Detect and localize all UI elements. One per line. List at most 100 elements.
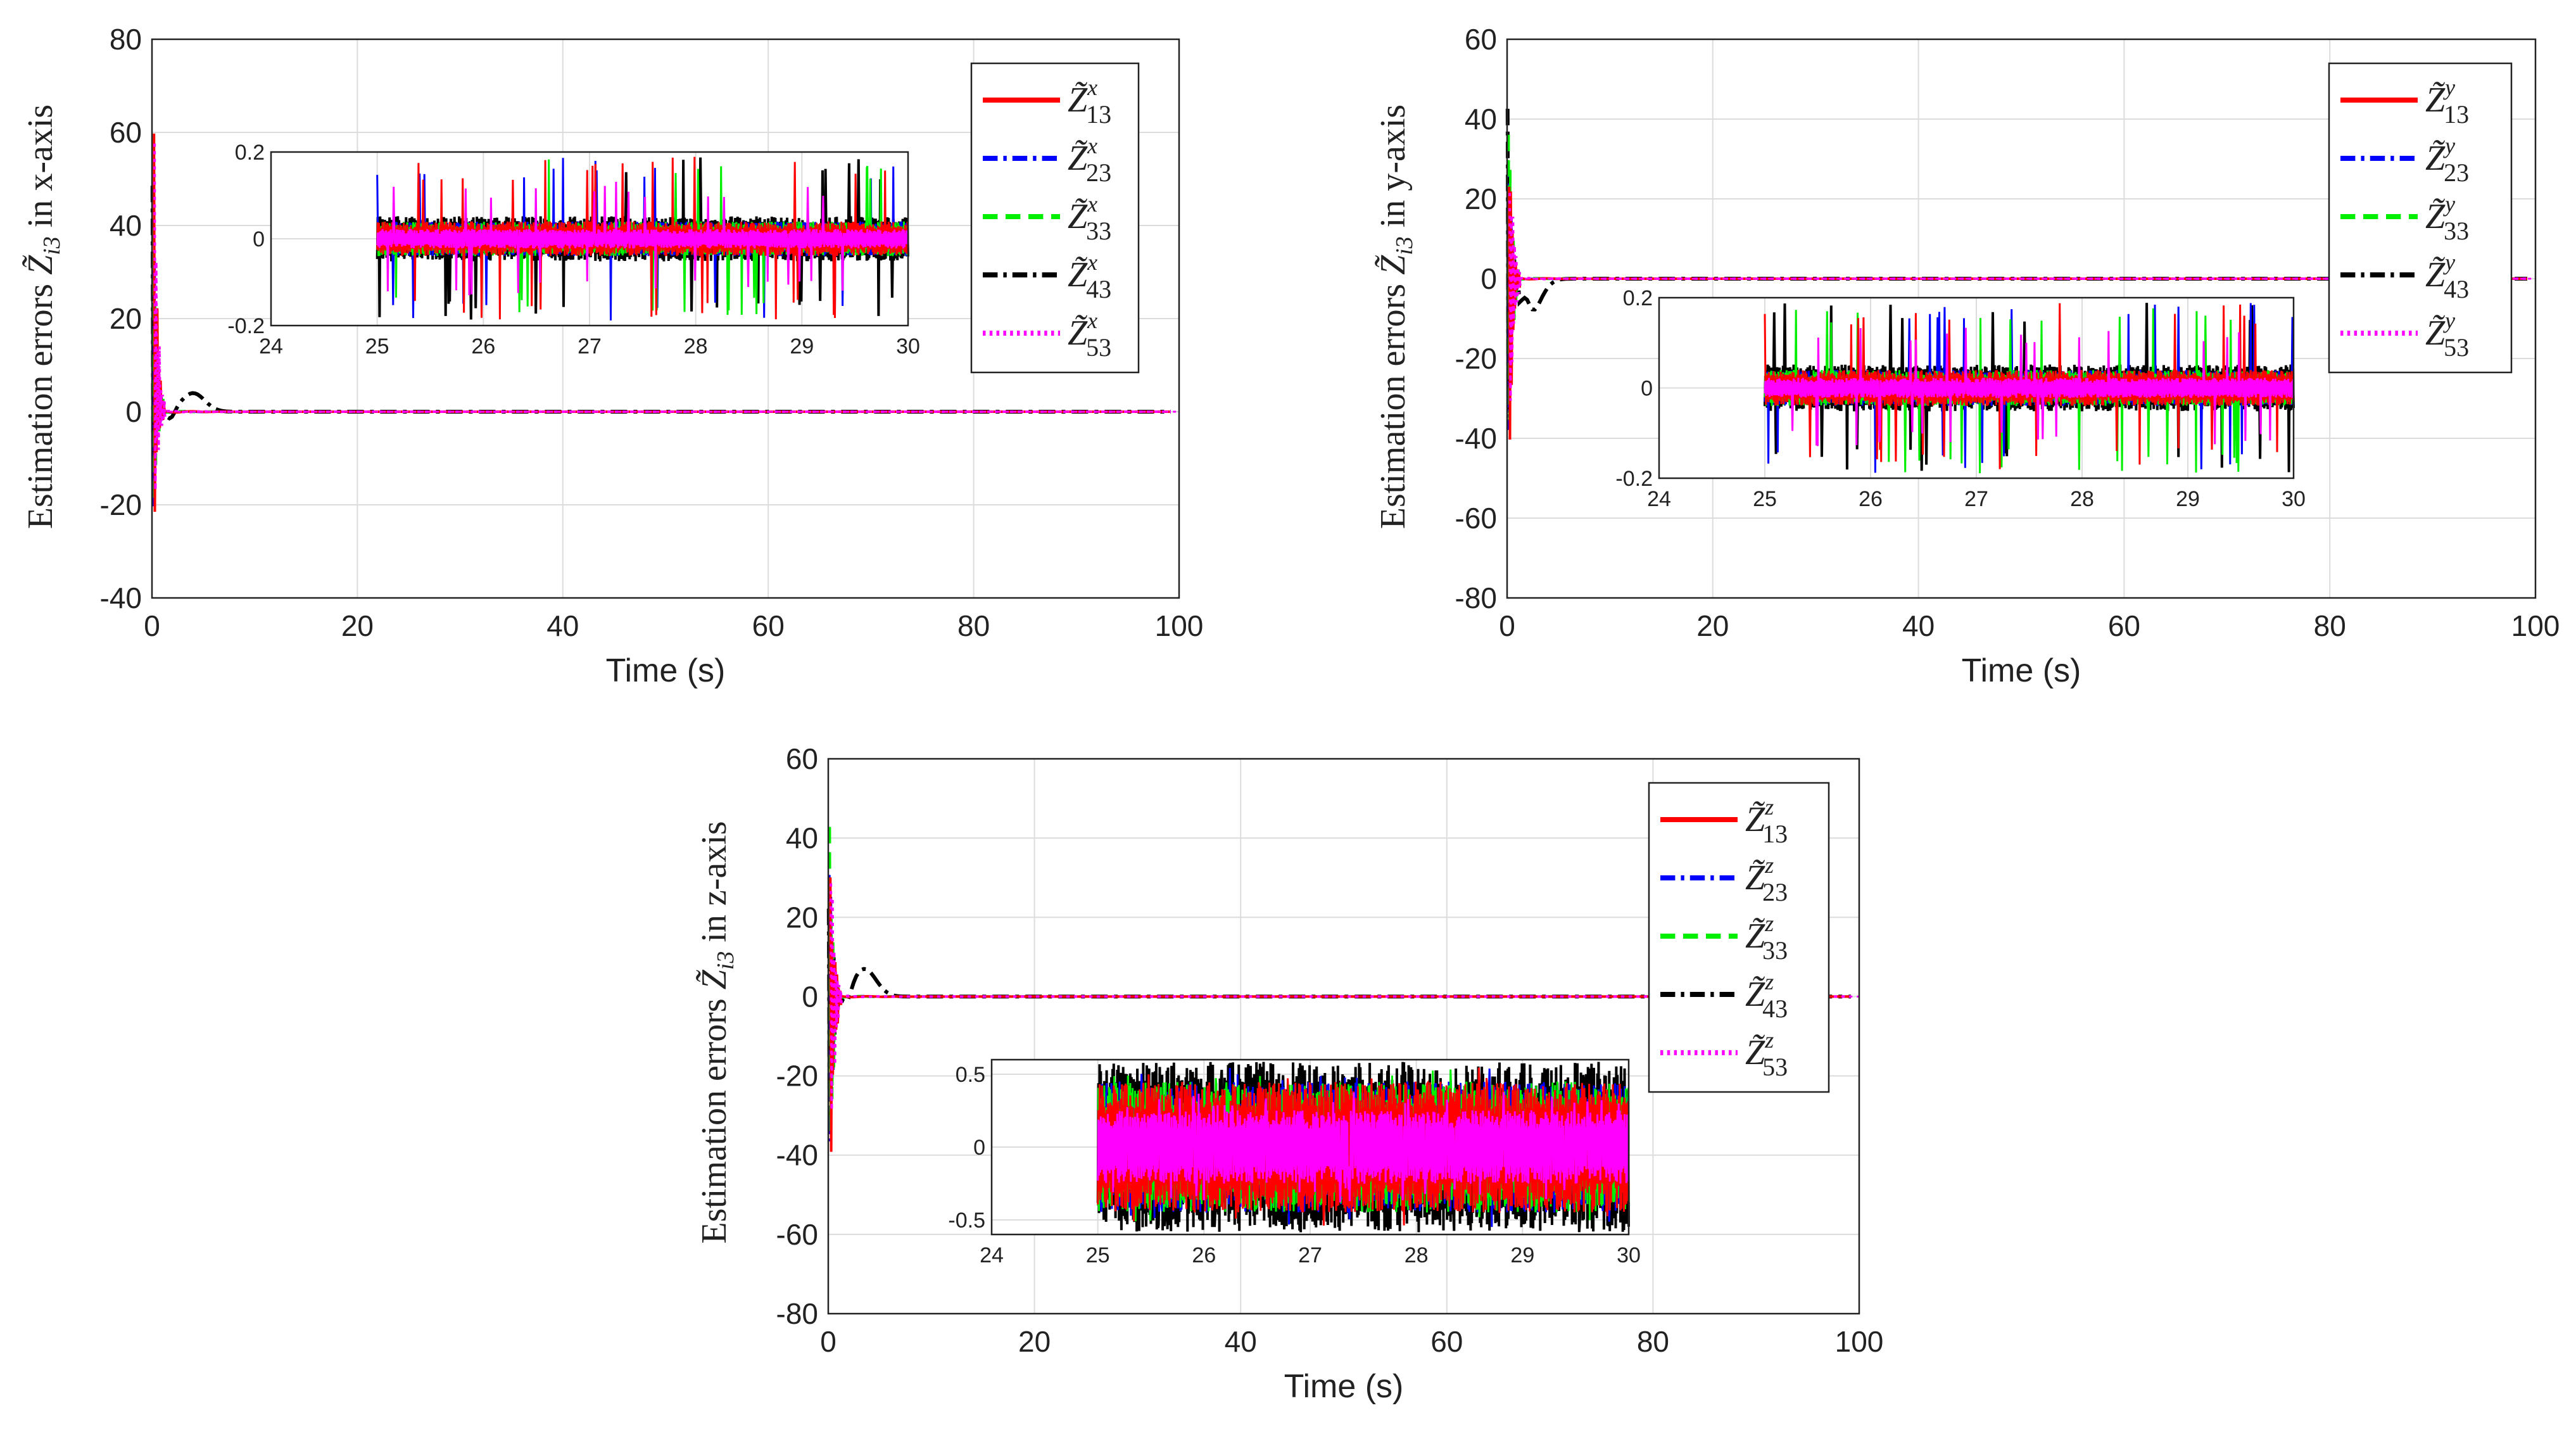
legend-label-53: Z̃x 53 xyxy=(1068,308,1111,362)
legend-symbol: Z̃ xyxy=(2425,314,2446,353)
x-axis-label: Time (s) xyxy=(1962,652,2081,689)
x-tick-label: 20 xyxy=(1018,1325,1051,1358)
legend-box xyxy=(1648,782,1830,1093)
legend-superscript: y xyxy=(2443,133,2455,158)
inset-x-tick-label: 25 xyxy=(1753,487,1777,511)
y-tick-label: -20 xyxy=(100,488,142,521)
inset-x-tick-label: 30 xyxy=(2282,487,2306,511)
legend-symbol: Z̃ xyxy=(1745,858,1765,898)
legend-subscript: 23 xyxy=(1086,158,1111,187)
legend-label-23: Z̃z 23 xyxy=(1745,853,1788,906)
inset-y-tick-label: -0.2 xyxy=(227,314,265,338)
inset-x-tick-label: 28 xyxy=(684,334,708,358)
y-tick-label: 40 xyxy=(1465,103,1497,136)
inset-y-tick-label: 0.2 xyxy=(235,141,265,165)
y-label-suffix: in z-axis xyxy=(695,821,734,951)
y-axis-label: Estimation errors Z̃i3 in x-axis xyxy=(21,105,65,529)
y-tick-label: -40 xyxy=(1455,422,1497,455)
legend-label-33: Z̃z 33 xyxy=(1745,911,1788,965)
x-axis-label: Time (s) xyxy=(606,652,726,689)
inset-series-53 xyxy=(376,181,909,296)
x-tick-label: 100 xyxy=(2511,609,2560,642)
legend-subscript: 33 xyxy=(2444,217,2469,245)
legend-superscript: y xyxy=(2443,250,2455,275)
x-tick-label: 100 xyxy=(1835,1325,1884,1358)
inset-x-tick-label: 24 xyxy=(259,334,283,358)
legend-symbol: Z̃ xyxy=(2425,80,2446,120)
legend-superscript: z xyxy=(1764,853,1774,878)
legend-label-33: Z̃y 33 xyxy=(2425,191,2469,245)
legend-superscript: z xyxy=(1764,1027,1774,1053)
legend-superscript: y xyxy=(2443,75,2455,100)
inset-x-tick-label: 27 xyxy=(1964,487,1988,511)
legend-label-43: Z̃x 43 xyxy=(1068,250,1111,303)
y-tick-label: 0 xyxy=(125,395,142,428)
legend-superscript: x xyxy=(1087,191,1097,217)
legend-symbol: Z̃ xyxy=(1068,255,1088,295)
inset-series-13 xyxy=(1097,1067,1630,1226)
y-axis-label: Estimation errors Z̃i3 in z-axis xyxy=(695,821,739,1243)
inset-y-tick-label: 0 xyxy=(253,227,265,251)
legend-label-33: Z̃x 33 xyxy=(1068,191,1111,245)
inset-x-tick-label: 28 xyxy=(1405,1243,1429,1267)
y-tick-label: -40 xyxy=(100,581,142,614)
axes-frame xyxy=(827,758,1860,1315)
inset-y-tick-label: 0.5 xyxy=(956,1063,985,1087)
x-tick-label: 40 xyxy=(546,609,579,642)
y-tick-label: -20 xyxy=(1455,342,1497,375)
inset-chart: 24 25 26 27 28 29 30 -0.2 0 0.2 xyxy=(1615,286,2306,511)
inset-frame xyxy=(990,1058,1630,1236)
axes-frame xyxy=(151,38,1180,599)
inset-x-tick-label: 26 xyxy=(471,334,495,358)
y-tick-label: 20 xyxy=(1465,182,1497,215)
legend-label-43: Z̃y 43 xyxy=(2425,250,2469,303)
y-tick-label: 60 xyxy=(786,742,818,775)
legend-subscript: 53 xyxy=(1086,333,1111,362)
inset-x-tick-label: 29 xyxy=(2176,487,2200,511)
x-tick-label: 40 xyxy=(1225,1325,1257,1358)
legend-superscript: z xyxy=(1764,794,1774,820)
y-tick-label: 0 xyxy=(1481,262,1497,295)
inset-series-13 xyxy=(376,156,909,320)
legend-subscript: 13 xyxy=(1762,820,1788,848)
x-tick-label: 80 xyxy=(2314,609,2346,642)
inset-frame xyxy=(270,151,909,327)
inset-x-tick-label: 25 xyxy=(365,334,389,358)
legend-superscript: x xyxy=(1087,250,1097,275)
inset-y-tick-label: 0 xyxy=(1641,377,1653,401)
y-tick-label: -40 xyxy=(776,1139,818,1172)
axes-frame xyxy=(1506,38,2537,599)
inset-series-53 xyxy=(1764,327,2295,447)
legend-symbol: Z̃ xyxy=(1745,917,1765,956)
legend-superscript: y xyxy=(2443,191,2455,217)
legend-label-53: Z̃y 53 xyxy=(2425,308,2469,362)
y-label-text: Estimation errors xyxy=(1373,275,1413,529)
legend-subscript: 43 xyxy=(1086,275,1111,303)
x-tick-label: 40 xyxy=(1902,609,1935,642)
legend-subscript: 43 xyxy=(2444,275,2469,303)
x-tick-label: 0 xyxy=(1499,609,1515,642)
legend-label-13: Z̃x 13 xyxy=(1068,75,1111,129)
series-line-13 xyxy=(829,877,1851,1152)
legend-symbol: Z̃ xyxy=(1745,800,1765,839)
y-label-symbol: Z̃ xyxy=(695,969,734,989)
x-tick-label: 100 xyxy=(1155,609,1204,642)
y-tick-label: 20 xyxy=(110,302,142,335)
y-tick-label: 80 xyxy=(110,23,142,56)
inset-x-tick-label: 30 xyxy=(896,334,920,358)
inset-x-tick-label: 27 xyxy=(1298,1243,1322,1267)
y-tick-label: -80 xyxy=(1455,581,1497,614)
y-tick-label: 0 xyxy=(802,980,818,1013)
legend-subscript: 43 xyxy=(1762,994,1788,1023)
series-line-53 xyxy=(153,143,1171,490)
legend-label-23: Z̃x 23 xyxy=(1068,133,1111,187)
legend-subscript: 33 xyxy=(1762,936,1788,965)
y-tick-label: -60 xyxy=(776,1218,818,1251)
inset-y-tick-label: -0.2 xyxy=(1615,467,1653,491)
x-axis-label: Time (s) xyxy=(1284,1368,1404,1405)
y-label-subscript: i3 xyxy=(39,236,65,255)
y-tick-label: -20 xyxy=(776,1060,818,1093)
inset-x-tick-label: 26 xyxy=(1859,487,1883,511)
inset-y-tick-label: 0.2 xyxy=(1623,286,1653,310)
